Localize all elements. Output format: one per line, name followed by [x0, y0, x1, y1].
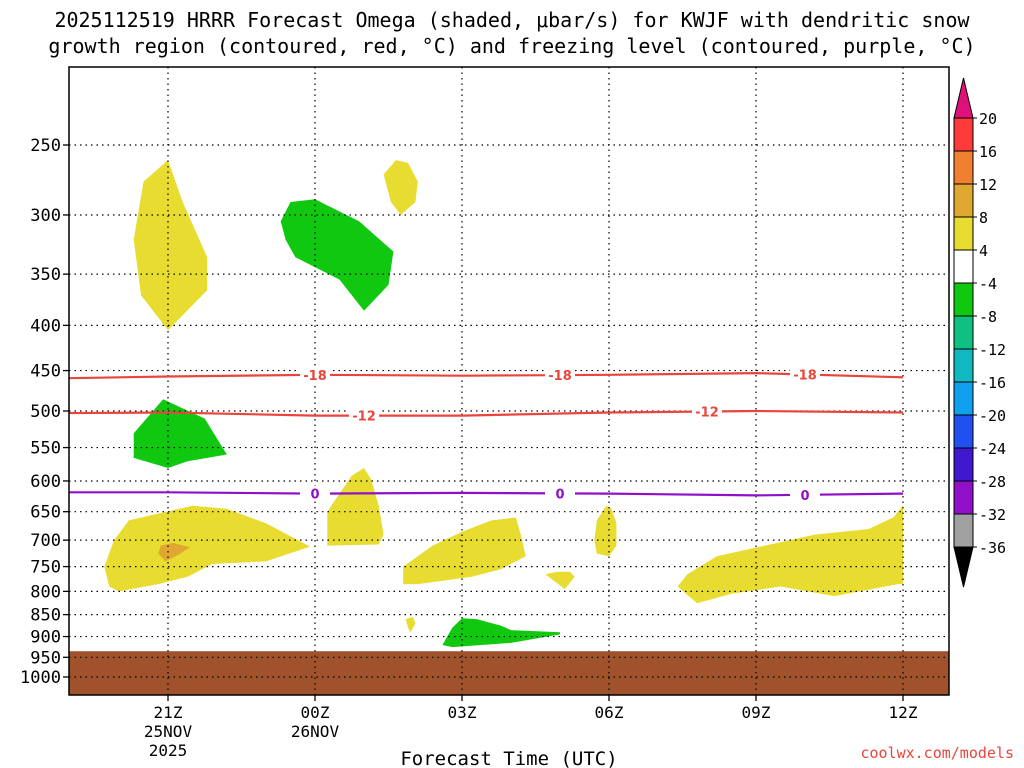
ground-fill [69, 651, 949, 695]
colorbar-swatch-11 [953, 447, 974, 482]
colorbar-swatch-2 [953, 150, 974, 185]
colorbar-swatch-13 [953, 513, 974, 548]
contour-label-bg [300, 366, 330, 383]
colorbar-label-8: -12 [979, 341, 1006, 359]
omega-region-7 [545, 571, 575, 589]
y-tick-label-650: 650 [30, 503, 61, 523]
colorbar-bottom-arrow [953, 546, 974, 588]
colorbar-label-4: 8 [979, 209, 988, 227]
omega-region-11 [133, 399, 227, 468]
colorbar-label-1: 20 [979, 110, 997, 128]
colorbar-swatch-6 [953, 282, 974, 317]
x-tick-date-00Z: 26NOV [291, 722, 340, 741]
colorbar-label-6: -4 [979, 275, 997, 293]
colorbar-swatch-3 [953, 183, 974, 218]
contour-label-2-2: -12 [695, 406, 719, 421]
contour-label-bg [790, 366, 820, 383]
x-tick-label-00Z: 00Z [301, 703, 330, 722]
x-tick-label-06Z: 06Z [595, 703, 624, 722]
y-tick-label-750: 750 [30, 558, 61, 578]
omega-region-10 [405, 616, 416, 633]
contour-label-1-2: -18 [548, 369, 572, 384]
colorbar-swatch-12 [953, 480, 974, 515]
contour-label-bg [545, 485, 575, 502]
chart-title-line-2: growth region (contoured, red, °C) and f… [48, 34, 976, 58]
x-tick-label-12Z: 12Z [889, 703, 918, 722]
contour-line-3 [69, 491, 904, 497]
colorbar-label-10: -20 [979, 407, 1006, 425]
colorbar-swatch-7 [953, 315, 974, 350]
x-axis-title: Forecast Time (UTC) [400, 748, 617, 768]
y-tick-label-850: 850 [30, 606, 61, 626]
colorbar-label-5: 4 [979, 242, 988, 260]
omega-region-8 [594, 505, 617, 557]
colorbar-label-3: 12 [979, 176, 997, 194]
x-tick-label-03Z: 03Z [448, 703, 477, 722]
y-tick-label-250: 250 [30, 136, 61, 156]
contour-label-3-1: 0 [310, 488, 319, 503]
colorbar-swatch-8 [953, 348, 974, 383]
contour-label-3-2: 0 [555, 487, 564, 502]
contour-label-bg [300, 485, 330, 502]
contour-label-bg [349, 407, 379, 424]
contour-label-2-1: -12 [352, 410, 376, 425]
contour-label-1-3: -18 [793, 369, 817, 384]
colorbar: 20 16 12 8 4 -4 -8 -12 -16 -20 -24 -28 -32 -36 [953, 77, 1006, 588]
contour-line-2 [69, 409, 904, 417]
contour-label-bg [545, 367, 575, 384]
y-tick-label-350: 350 [30, 265, 61, 285]
y-tick-label-800: 800 [30, 582, 61, 602]
contour-line-1 [69, 371, 904, 380]
colorbar-label-11: -24 [979, 440, 1006, 458]
y-tick-label-700: 700 [30, 531, 61, 551]
x-tick-label-09Z: 09Z [742, 703, 771, 722]
y-tick-label-1000: 1000 [20, 668, 61, 688]
grid-lines [69, 67, 949, 695]
omega-region-13 [442, 618, 560, 648]
colorbar-swatch-5 [953, 249, 974, 284]
watermark: coolwx.com/models [860, 744, 1014, 762]
contour-label-1-1: -18 [303, 369, 327, 384]
contour-label-bg [790, 486, 820, 503]
omega-region-6 [403, 517, 526, 585]
colorbar-label-7: -8 [979, 308, 997, 326]
x-tick-label-21Z: 21Z [154, 703, 183, 722]
temperature-contours: -18 -18 -18 -12 -12 0 0 0 [69, 366, 904, 504]
ground-layer [69, 651, 949, 695]
omega-region-12 [280, 199, 394, 311]
axes: 2503003504004505005506006507007508008509… [20, 66, 950, 768]
x-tick-date-21Z: 25NOV [144, 722, 193, 741]
x-tick-year-21Z: 2025 [149, 741, 188, 760]
y-tick-label-500: 500 [30, 402, 61, 422]
omega-shaded-regions [104, 160, 903, 648]
y-tick-label-550: 550 [30, 439, 61, 459]
y-tick-label-950: 950 [30, 648, 61, 668]
colorbar-label-14: -36 [979, 539, 1006, 557]
omega-region-9 [677, 505, 903, 604]
contour-label-bg [692, 403, 722, 420]
omega-region-5 [327, 468, 384, 546]
colorbar-label-2: 16 [979, 143, 997, 161]
plot-frame [68, 66, 950, 696]
omega-region-3 [104, 505, 311, 592]
colorbar-swatch-9 [953, 381, 974, 416]
omega-region-2 [383, 160, 418, 215]
colorbar-top-arrow [953, 77, 974, 119]
colorbar-label-13: -32 [979, 506, 1006, 524]
omega-region-4 [158, 542, 191, 562]
y-tick-label-600: 600 [30, 472, 61, 492]
colorbar-swatch-1 [953, 117, 974, 152]
omega-region-1 [133, 160, 208, 331]
y-tick-label-400: 400 [30, 316, 61, 336]
colorbar-label-12: -28 [979, 473, 1006, 491]
colorbar-label-9: -16 [979, 374, 1006, 392]
chart-title-line-1: 2025112519 HRRR Forecast Omega (shaded, … [54, 8, 970, 32]
y-tick-label-300: 300 [30, 206, 61, 226]
y-tick-label-900: 900 [30, 628, 61, 648]
colorbar-swatch-10 [953, 414, 974, 449]
colorbar-swatch-4 [953, 216, 974, 251]
contour-label-3-3: 0 [800, 489, 809, 504]
y-tick-label-450: 450 [30, 362, 61, 382]
